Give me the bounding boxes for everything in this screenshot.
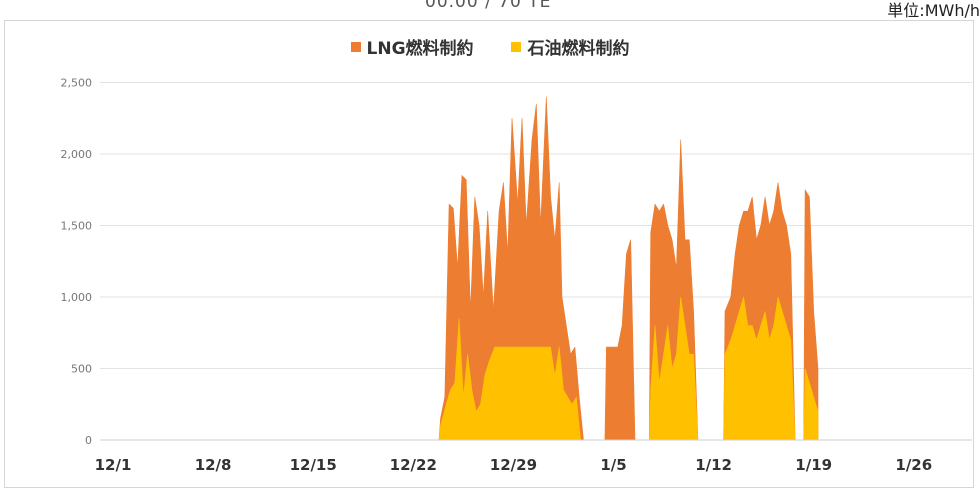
x-tick-label-3: 12/22: [390, 456, 437, 474]
x-tick-label-2: 12/15: [290, 456, 337, 474]
y-tick-label-5: 2,500: [61, 77, 93, 90]
legend-item-oil: 石油燃料制約: [511, 34, 629, 59]
x-tick-label-0: 12/1: [95, 456, 132, 474]
x-tick-label-5: 1/5: [600, 456, 626, 474]
legend-label-lng: LNG燃料制約: [366, 39, 474, 59]
x-tick-label-7: 1/19: [795, 456, 832, 474]
y-tick-label-0: 0: [85, 434, 92, 447]
x-tick-label-6: 1/12: [695, 456, 732, 474]
y-tick-label-2: 1,000: [61, 291, 93, 304]
legend-item-lng: LNG燃料制約: [350, 34, 474, 59]
x-tick-label-4: 12/29: [490, 456, 537, 474]
x-tick-label-8: 1/26: [895, 456, 932, 474]
legend-swatch-lng: [350, 41, 361, 52]
legend-label-oil: 石油燃料制約: [527, 39, 630, 59]
unit-label: 単位:MWh/h: [887, 1, 980, 20]
series-area-oil: [438, 296, 819, 441]
y-tick-label-1: 500: [71, 363, 92, 376]
x-tick-label-1: 12/8: [195, 456, 232, 474]
chart-frame: [4, 20, 974, 488]
legend-swatch-oil: [511, 41, 522, 52]
y-tick-label-3: 1,500: [61, 220, 93, 233]
y-tick-label-4: 2,000: [61, 148, 93, 161]
chart-legend: LNG燃料制約 石油燃料制約: [0, 34, 980, 59]
clipped-chart-title: 00.00 / 70 TE: [425, 0, 552, 12]
